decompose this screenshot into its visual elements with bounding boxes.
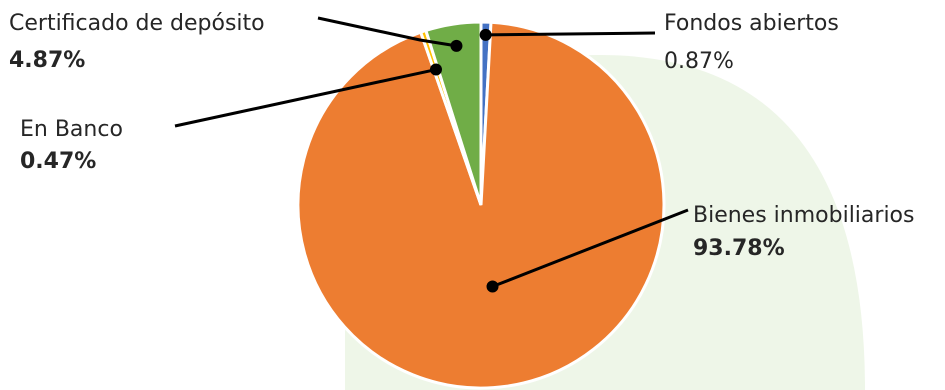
slice-label-name: Certificado de depósito <box>9 11 265 36</box>
leader-dot-0 <box>479 28 492 41</box>
leader-line-3 <box>317 16 457 48</box>
leader-line-1 <box>491 208 689 288</box>
slice-label-name: Fondos abiertos <box>664 11 839 36</box>
leader-dot-1 <box>486 280 499 293</box>
slice-label-value: 0.47% <box>20 149 96 174</box>
label-bienes-inmobiliarios: Bienes inmobiliarios 93.78% <box>693 203 914 261</box>
pie-slices <box>296 20 666 390</box>
label-en-banco: En Banco 0.47% <box>20 117 123 174</box>
label-certificado-deposito: Certificado de depósito 4.87% <box>9 11 265 73</box>
leader-lines <box>174 16 689 293</box>
slice-label-value: 4.87% <box>9 48 85 73</box>
leader-dot-3 <box>450 39 463 52</box>
label-fondos-abiertos: Fondos abiertos 0.87% <box>664 11 839 74</box>
leader-line-0 <box>485 31 656 37</box>
slice-label-value: 93.78% <box>693 236 785 261</box>
slice-label-value: 0.87% <box>664 49 734 74</box>
slice-label-name: Bienes inmobiliarios <box>693 203 914 228</box>
leader-line-2 <box>174 68 437 128</box>
slice-label-name: En Banco <box>20 117 123 142</box>
leader-dot-2 <box>429 63 442 76</box>
